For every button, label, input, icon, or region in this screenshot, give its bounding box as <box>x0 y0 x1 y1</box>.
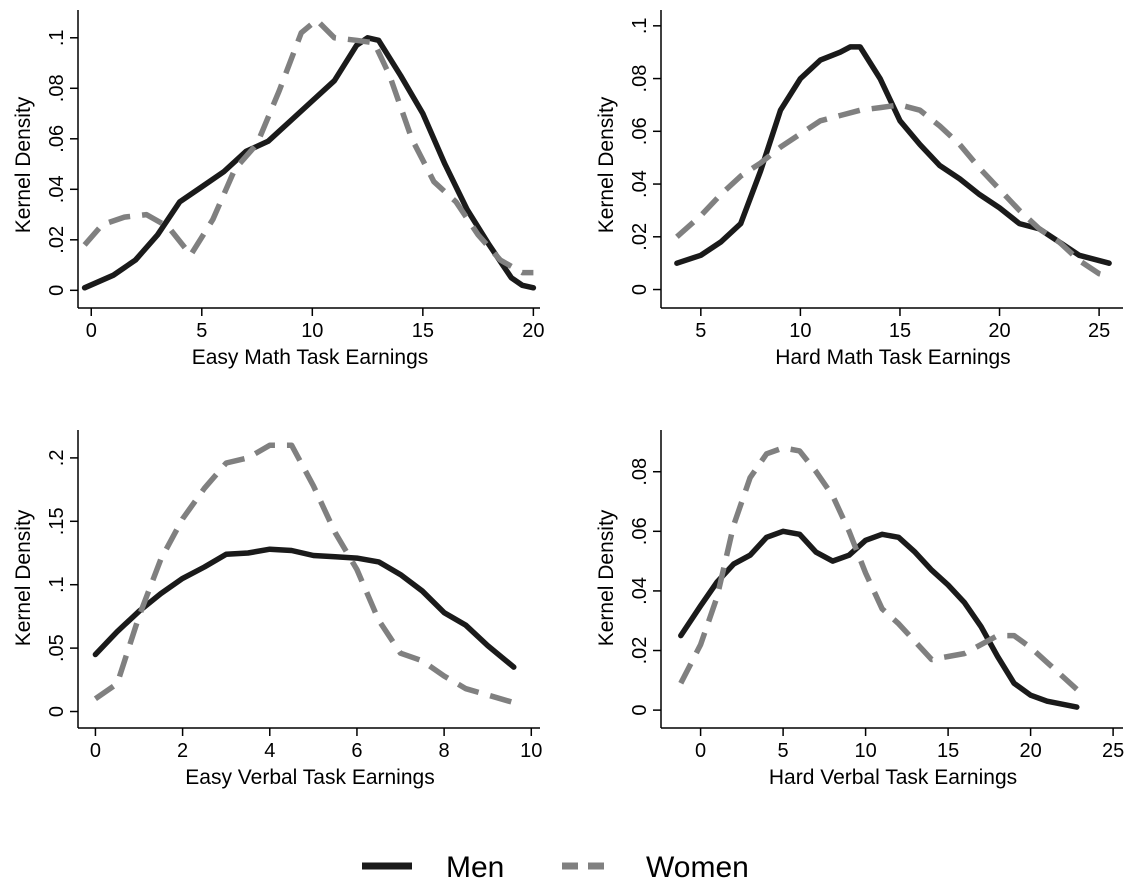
easy-verbal-x-tick-label: 6 <box>351 740 362 762</box>
hard-verbal-panel: Hard Verbal Task Earnings Kernel Density… <box>595 430 1124 789</box>
hard-math-y-tick-label: .02 <box>629 223 651 251</box>
easy-verbal-x-tick-label: 10 <box>520 740 542 762</box>
hard-verbal-y-tick-label: .02 <box>629 637 651 665</box>
hard-verbal-x-tick-label: 20 <box>1019 740 1041 762</box>
easy-verbal-panel: Easy Verbal Task Earnings Kernel Density… <box>12 430 542 789</box>
hard-math-y-tick-label: .1 <box>629 17 651 34</box>
easy-verbal-x-tick-label: 8 <box>439 740 450 762</box>
easy-verbal-x-tick-label: 2 <box>177 740 188 762</box>
easy-math-y-tick-label: .04 <box>46 175 68 203</box>
legend: Men Women <box>362 851 749 880</box>
easy-math-x-tick-label: 15 <box>412 320 434 342</box>
hard-math-x-tick-label: 20 <box>988 320 1010 342</box>
easy-verbal-x-tick-label: 4 <box>264 740 275 762</box>
easy-math-x-axis-label: Easy Math Task Earnings <box>192 346 429 369</box>
hard-verbal-y-axis-label: Kernel Density <box>595 509 618 646</box>
legend-women-label: Women <box>646 851 749 880</box>
hard-math-men-density-line <box>674 44 1112 266</box>
hard-math-y-axis-label: Kernel Density <box>595 96 618 233</box>
hard-math-x-tick-label: 10 <box>789 320 811 342</box>
hard-math-x-tick-label: 5 <box>695 320 706 342</box>
easy-math-panel: Easy Math Task Earnings Kernel Density 0… <box>12 10 544 369</box>
hard-verbal-x-tick-label: 0 <box>695 740 706 762</box>
easy-math-men-density-line <box>81 35 537 291</box>
hard-verbal-women-density-line <box>678 445 1079 692</box>
easy-verbal-men-density-line <box>92 546 517 670</box>
hard-verbal-x-axis-label: Hard Verbal Task Earnings <box>769 766 1017 789</box>
hard-verbal-y-tick-label: .04 <box>629 577 651 605</box>
easy-math-y-tick-label: .1 <box>46 29 68 46</box>
easy-math-y-tick-label: 0 <box>46 285 68 296</box>
hard-verbal-x-tick-label: 25 <box>1102 740 1124 762</box>
easy-math-y-axis-label: Kernel Density <box>12 96 35 233</box>
hard-math-y-tick-label: 0 <box>629 284 651 295</box>
easy-verbal-y-tick-label: .05 <box>46 634 68 662</box>
hard-math-x-tick-label: 25 <box>1088 320 1110 342</box>
hard-verbal-x-tick-label: 15 <box>937 740 959 762</box>
hard-math-x-tick-label: 15 <box>889 320 911 342</box>
easy-math-y-tick-label: .02 <box>46 226 68 254</box>
hard-math-panel: Hard Math Task Earnings Kernel Density 5… <box>595 10 1123 369</box>
hard-verbal-x-tick-label: 10 <box>854 740 876 762</box>
easy-verbal-x-tick-label: 0 <box>90 740 101 762</box>
easy-verbal-x-axis-label: Easy Verbal Task Earnings <box>185 766 434 789</box>
easy-verbal-y-tick-label: .15 <box>46 507 68 535</box>
hard-verbal-y-tick-label: .06 <box>629 517 651 545</box>
easy-math-x-tick-label: 0 <box>86 320 97 342</box>
hard-math-women-density-line <box>675 102 1110 280</box>
easy-math-y-tick-label: .06 <box>46 125 68 153</box>
legend-men-label: Men <box>446 851 504 880</box>
hard-verbal-x-tick-label: 5 <box>778 740 789 762</box>
hard-math-y-tick-label: .06 <box>629 117 651 145</box>
easy-math-x-tick-label: 20 <box>522 320 544 342</box>
easy-verbal-y-axis-label: Kernel Density <box>12 509 35 646</box>
easy-math-women-density-line <box>82 17 534 276</box>
hard-math-x-axis-label: Hard Math Task Earnings <box>775 346 1010 369</box>
hard-verbal-y-tick-label: 0 <box>629 705 651 716</box>
hard-math-y-tick-label: .08 <box>629 65 651 93</box>
easy-verbal-y-tick-label: 0 <box>46 706 68 717</box>
hard-verbal-y-tick-label: .08 <box>629 458 651 486</box>
easy-math-x-tick-label: 10 <box>301 320 323 342</box>
easy-verbal-y-tick-label: .1 <box>46 576 68 593</box>
easy-math-x-tick-label: 5 <box>196 320 207 342</box>
easy-math-y-tick-label: .08 <box>46 74 68 102</box>
hard-math-y-tick-label: .04 <box>629 170 651 198</box>
hard-verbal-men-density-line <box>678 528 1080 710</box>
easy-verbal-women-density-line <box>93 442 515 706</box>
easy-verbal-y-tick-label: .2 <box>46 450 68 467</box>
